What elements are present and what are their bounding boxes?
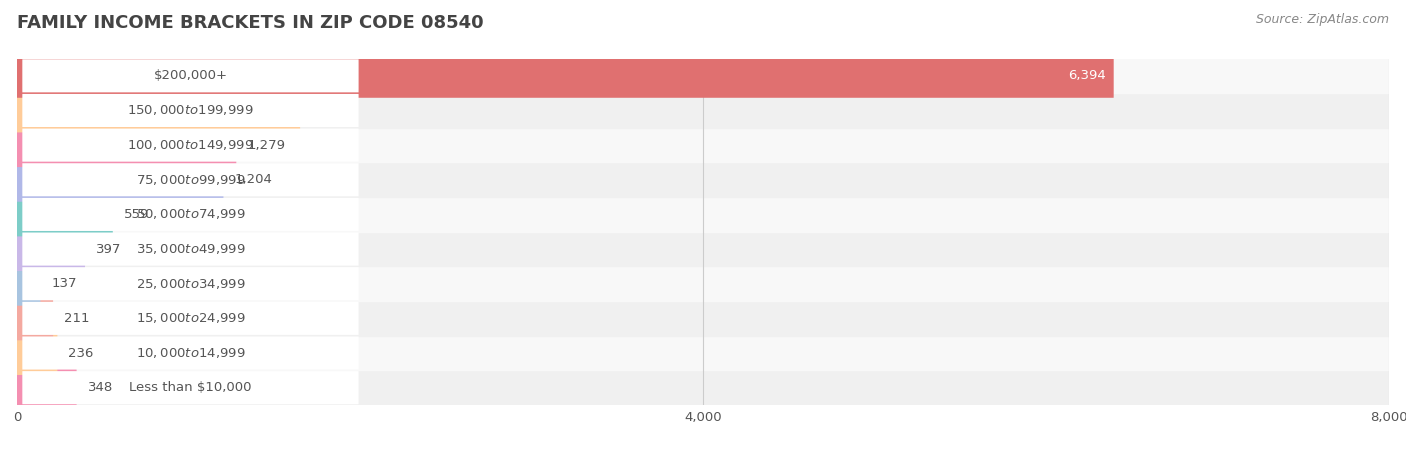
FancyBboxPatch shape — [17, 158, 224, 202]
Bar — [17, 58, 1389, 93]
FancyBboxPatch shape — [22, 59, 359, 92]
Bar — [17, 197, 1389, 232]
Text: $10,000 to $14,999: $10,000 to $14,999 — [135, 346, 245, 360]
FancyBboxPatch shape — [22, 163, 359, 196]
Text: 236: 236 — [69, 346, 94, 360]
Text: $150,000 to $199,999: $150,000 to $199,999 — [127, 104, 253, 117]
Text: $15,000 to $24,999: $15,000 to $24,999 — [135, 311, 245, 325]
FancyBboxPatch shape — [22, 337, 359, 369]
Text: $50,000 to $74,999: $50,000 to $74,999 — [135, 207, 245, 221]
FancyBboxPatch shape — [17, 89, 299, 132]
Text: $100,000 to $149,999: $100,000 to $149,999 — [127, 138, 253, 152]
Bar — [17, 128, 1389, 162]
Bar — [17, 162, 1389, 197]
Bar — [17, 336, 1389, 370]
Text: 137: 137 — [52, 277, 77, 290]
Text: 348: 348 — [87, 381, 112, 394]
FancyBboxPatch shape — [22, 198, 359, 231]
Bar — [17, 370, 1389, 405]
FancyBboxPatch shape — [17, 123, 236, 167]
Bar — [17, 93, 1389, 128]
Text: 211: 211 — [65, 312, 90, 325]
Text: $25,000 to $34,999: $25,000 to $34,999 — [135, 277, 245, 291]
FancyBboxPatch shape — [22, 302, 359, 335]
Text: 1,204: 1,204 — [235, 173, 273, 186]
FancyBboxPatch shape — [22, 371, 359, 404]
Text: 559: 559 — [124, 208, 149, 221]
Text: 397: 397 — [96, 243, 121, 256]
Text: $200,000+: $200,000+ — [153, 69, 228, 82]
FancyBboxPatch shape — [17, 54, 1114, 98]
FancyBboxPatch shape — [22, 267, 359, 300]
Text: $35,000 to $49,999: $35,000 to $49,999 — [135, 242, 245, 256]
FancyBboxPatch shape — [22, 94, 359, 127]
Text: FAMILY INCOME BRACKETS IN ZIP CODE 08540: FAMILY INCOME BRACKETS IN ZIP CODE 08540 — [17, 14, 484, 32]
Bar — [17, 301, 1389, 336]
FancyBboxPatch shape — [17, 193, 112, 236]
Text: 1,279: 1,279 — [247, 139, 285, 152]
FancyBboxPatch shape — [22, 233, 359, 266]
FancyBboxPatch shape — [17, 366, 76, 410]
Text: Less than $10,000: Less than $10,000 — [129, 381, 252, 394]
FancyBboxPatch shape — [17, 297, 53, 340]
FancyBboxPatch shape — [22, 129, 359, 162]
FancyBboxPatch shape — [17, 262, 41, 306]
Bar — [17, 266, 1389, 301]
Text: 1,651: 1,651 — [254, 104, 292, 117]
Bar — [17, 232, 1389, 266]
Text: 6,394: 6,394 — [1067, 69, 1105, 82]
FancyBboxPatch shape — [17, 331, 58, 375]
Text: Source: ZipAtlas.com: Source: ZipAtlas.com — [1256, 14, 1389, 27]
FancyBboxPatch shape — [17, 227, 84, 271]
Text: $75,000 to $99,999: $75,000 to $99,999 — [135, 173, 245, 187]
